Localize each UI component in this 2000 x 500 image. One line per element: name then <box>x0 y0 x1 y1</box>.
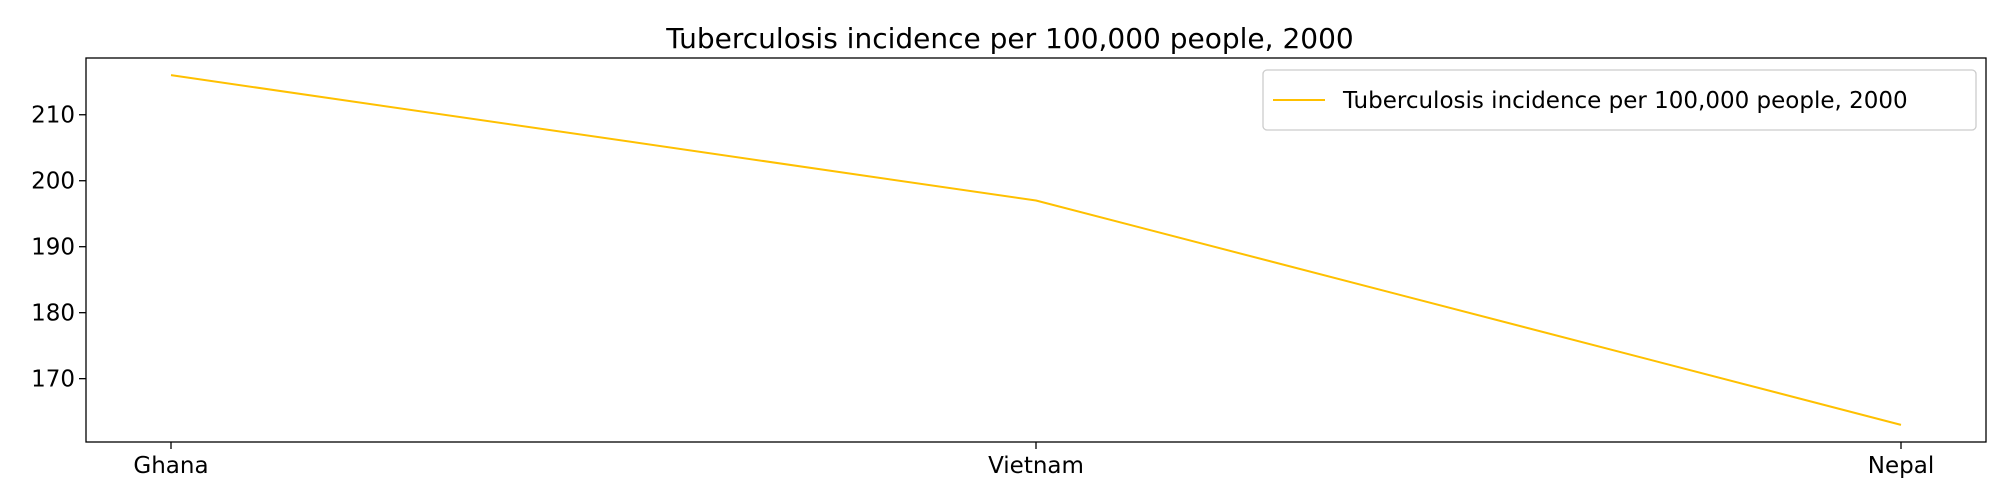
chart-title: Tuberculosis incidence per 100,000 peopl… <box>665 22 1353 55</box>
y-axis: 170 180 190 200 210 <box>31 103 86 393</box>
x-tick-label: Vietnam <box>988 453 1084 479</box>
series-line-0 <box>170 74 1902 426</box>
legend-series-label: Tuberculosis incidence per 100,000 peopl… <box>1342 88 1908 114</box>
legend-box <box>1262 69 1977 131</box>
y-tick-label: 200 <box>31 169 75 195</box>
series-layer <box>170 74 1902 426</box>
legend: Tuberculosis incidence per 100,000 peopl… <box>1262 69 1977 131</box>
plot-area: 170 180 190 200 210 Ghana Vietnam Nepal <box>31 57 1987 479</box>
x-axis: Ghana Vietnam Nepal <box>133 442 1934 479</box>
y-tick-label: 170 <box>31 367 75 393</box>
x-tick-label: Nepal <box>1868 453 1934 479</box>
y-tick-label: 210 <box>31 103 75 129</box>
y-tick-label: 190 <box>31 235 75 261</box>
x-tick-label: Ghana <box>133 453 208 479</box>
y-tick-label: 180 <box>31 301 75 327</box>
